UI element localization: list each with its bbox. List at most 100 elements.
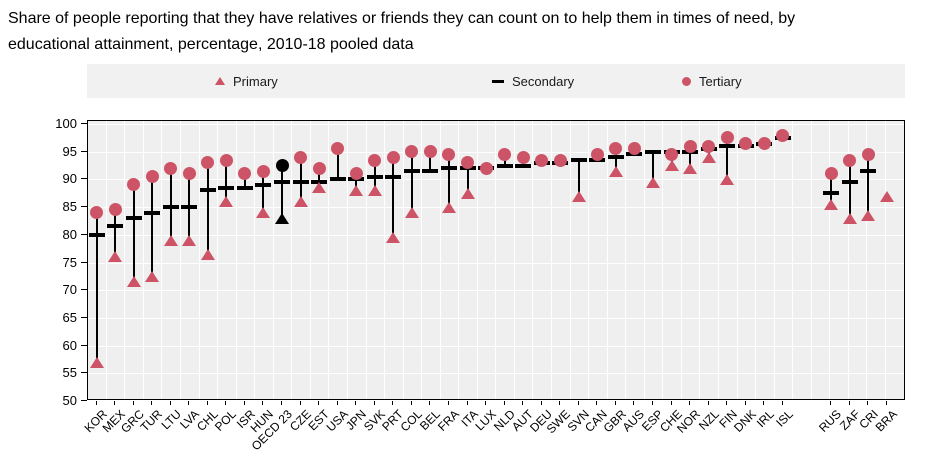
y-axis-label: 70	[62, 282, 77, 298]
tertiary-circle-marker	[182, 167, 196, 181]
range-line	[689, 146, 692, 169]
primary-triangle-marker	[404, 207, 419, 219]
legend: Primary Secondary Tertiary	[87, 64, 905, 98]
gridline-v	[829, 121, 831, 399]
x-axis-tick	[707, 401, 709, 405]
secondary-dash-marker	[841, 180, 858, 185]
gridline-v	[476, 121, 478, 399]
tertiary-circle-marker	[127, 178, 141, 192]
secondary-dash-marker	[107, 224, 124, 229]
y-axis-label: 60	[62, 337, 77, 353]
gridline-v	[569, 121, 571, 399]
secondary-dash-marker	[645, 149, 661, 154]
gridline-v	[254, 121, 256, 399]
primary-triangle-marker	[879, 190, 894, 202]
x-axis-tick	[299, 401, 301, 405]
gridline-v	[124, 121, 126, 399]
gridline-v	[662, 121, 664, 399]
secondary-dash-marker	[274, 180, 290, 185]
primary-triangle-marker	[441, 201, 456, 213]
x-axis-tick	[281, 401, 282, 405]
primary-triangle-marker	[646, 176, 660, 188]
range-line	[318, 168, 321, 188]
x-axis-tick	[559, 401, 561, 405]
x-axis-tick	[670, 401, 672, 405]
tertiary-circle-marker	[824, 167, 838, 181]
secondary-dash-marker	[385, 174, 402, 179]
x-axis-tick	[95, 401, 97, 405]
primary-triangle-marker	[460, 187, 475, 199]
gridline-v	[384, 121, 385, 399]
range-line	[867, 154, 870, 216]
tertiary-circle-marker	[201, 156, 215, 170]
secondary-dash-marker	[719, 144, 736, 149]
y-axis-tick	[81, 123, 87, 124]
secondary-dash-marker	[88, 232, 105, 237]
primary-triangle-marker	[126, 276, 141, 288]
secondary-dash-marker	[607, 155, 624, 160]
tertiary-circle-marker	[553, 153, 567, 167]
x-axis-tick	[744, 401, 746, 405]
primary-triangle-marker	[293, 196, 308, 208]
gridline-v	[513, 121, 515, 399]
tertiary-circle-marker	[665, 147, 679, 161]
range-line	[466, 162, 469, 194]
secondary-dash-marker	[823, 191, 840, 196]
legend-item-primary: Primary	[215, 64, 278, 98]
tertiary-circle-marker	[776, 128, 790, 142]
range-line	[114, 209, 117, 257]
secondary-dash-marker	[570, 158, 587, 162]
tertiary-circle-marker	[368, 153, 382, 167]
secondary-dash-marker	[403, 169, 420, 174]
gridline-v	[439, 121, 441, 399]
x-axis-tick	[336, 401, 338, 405]
x-axis-tick	[355, 401, 357, 405]
x-axis-tick	[885, 401, 887, 405]
range-line	[151, 176, 154, 277]
y-axis-label: 80	[62, 226, 77, 242]
range-line	[95, 212, 98, 363]
primary-triangle-marker	[163, 234, 178, 246]
tertiary-circle-marker	[331, 142, 345, 156]
range-line	[447, 154, 450, 208]
primary-triangle-marker	[861, 209, 876, 221]
gridline-v	[680, 121, 682, 399]
gridline-v	[365, 121, 367, 399]
tertiary-circle-marker	[405, 145, 419, 159]
secondary-dash-marker	[496, 163, 513, 168]
primary-triangle-marker	[824, 198, 839, 210]
x-axis-tick	[114, 401, 116, 405]
x-axis-tick	[206, 401, 208, 405]
tertiary-circle-marker	[349, 167, 363, 181]
circle-icon	[682, 76, 691, 86]
x-axis-tick	[410, 401, 412, 405]
x-axis-tick	[652, 401, 653, 405]
tertiary-circle-marker	[219, 153, 233, 167]
gridline-v	[217, 121, 219, 399]
legend-item-secondary: Secondary	[492, 64, 574, 98]
range-line	[355, 173, 358, 191]
x-axis-tick	[132, 401, 134, 405]
secondary-dash-marker	[125, 216, 142, 221]
x-axis-tick	[614, 401, 616, 405]
gridline-v	[773, 121, 775, 399]
gridline-v	[792, 121, 794, 399]
tertiary-circle-marker	[861, 147, 875, 161]
primary-triangle-marker	[200, 248, 215, 260]
tertiary-circle-marker	[386, 150, 400, 164]
x-axis-tick	[447, 401, 449, 405]
tertiary-circle-marker	[757, 136, 771, 150]
primary-triangle-marker	[182, 234, 197, 246]
x-axis-tick	[485, 401, 487, 405]
y-axis-tick	[81, 372, 87, 374]
gridline-v	[421, 121, 423, 399]
y-axis-label: 75	[62, 254, 77, 270]
secondary-dash-marker	[422, 169, 439, 174]
tertiary-circle-marker	[442, 147, 456, 161]
primary-triangle-marker	[842, 212, 857, 224]
tertiary-circle-marker	[256, 164, 270, 178]
range-line	[577, 160, 580, 196]
x-axis-tick	[522, 401, 524, 405]
x-axis-tick	[540, 401, 542, 405]
x-axis-tick	[429, 401, 431, 405]
